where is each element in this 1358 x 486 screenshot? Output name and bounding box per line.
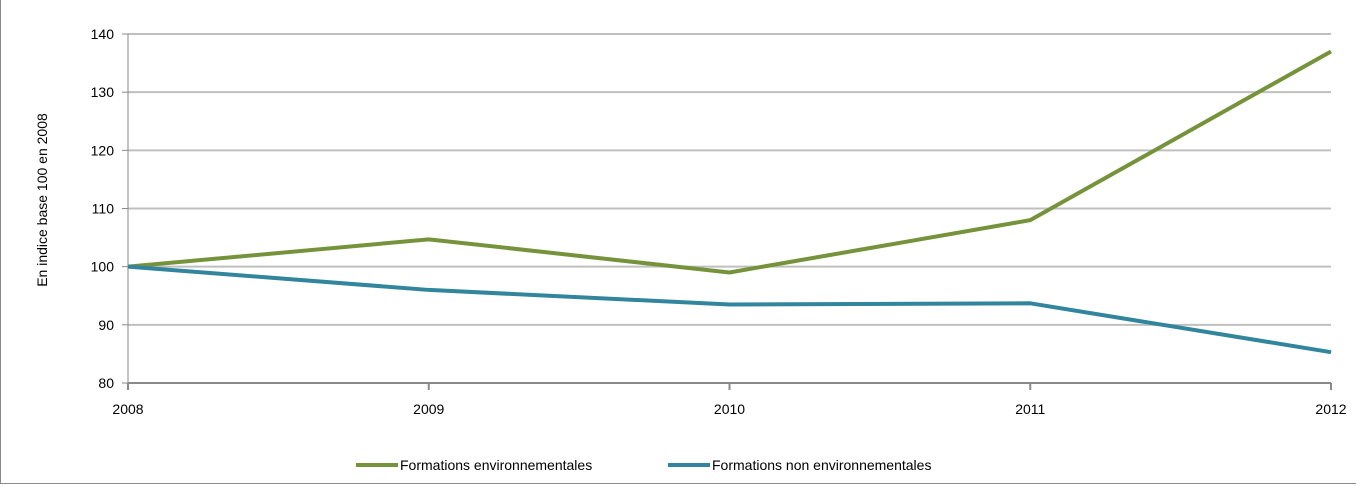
y-tick-label-120: 120	[91, 142, 115, 158]
legend-label-2: Formations non environnementales	[712, 457, 931, 473]
legend: Formations environnementales Formations n…	[356, 457, 931, 473]
y-tick-label-140: 140	[91, 26, 115, 42]
series-line-1	[127, 49, 1332, 275]
x-tick-label-2011: 2011	[1015, 401, 1045, 417]
series-line-2	[127, 264, 1332, 355]
x-tick-label-2012: 2012	[1315, 401, 1346, 417]
legend-label-1: Formations environnementales	[400, 457, 592, 473]
y-tick-label-80: 80	[98, 375, 114, 391]
x-tick-labels: 2008 2009 2010 2011 2012	[112, 401, 1346, 417]
x-tick-label-2008: 2008	[112, 401, 143, 417]
y-tick-labels: 80 90 100 110 120 130 140	[91, 26, 115, 391]
axes	[122, 33, 1332, 390]
y-tick-label-100: 100	[91, 259, 115, 275]
series-lines	[127, 49, 1332, 355]
y-axis-label: En indice base 100 en 2008	[34, 113, 50, 287]
x-tick-label-2009: 2009	[413, 401, 444, 417]
y-tick-label-110: 110	[92, 201, 115, 217]
gridlines	[128, 33, 1331, 326]
y-tick-label-130: 130	[91, 84, 115, 100]
y-tick-label-90: 90	[98, 317, 114, 333]
x-tick-label-2010: 2010	[714, 401, 745, 417]
